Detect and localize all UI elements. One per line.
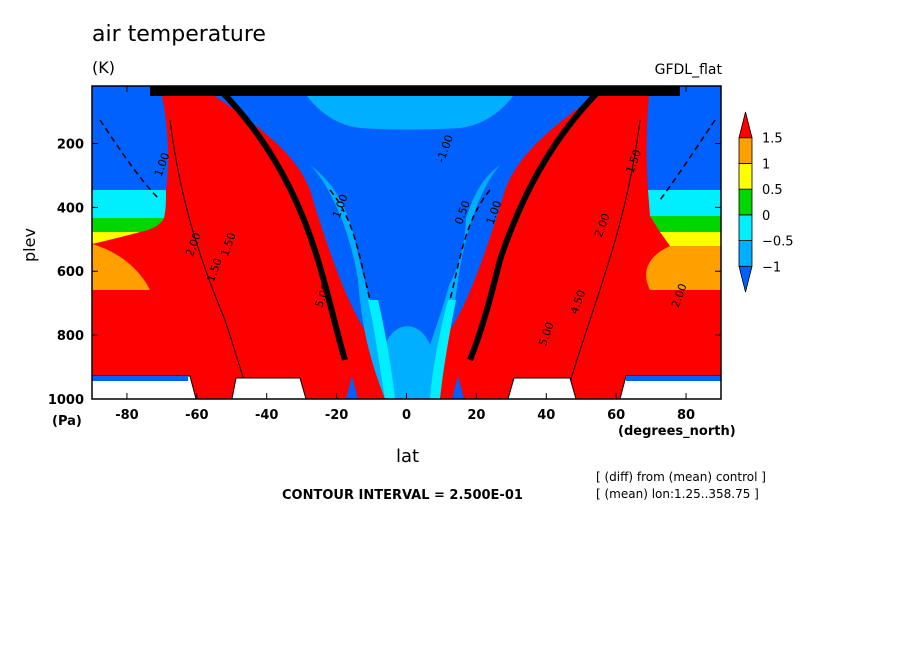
field-polar-left-yellow — [92, 232, 140, 244]
surface-blue-tri-right — [452, 376, 464, 399]
field-polar-left-cyan — [92, 190, 166, 218]
field-polar-left-green — [92, 218, 164, 232]
contour-solid-left — [169, 119, 251, 399]
surface-white-right-1 — [507, 377, 577, 399]
field-top-cyan — [300, 86, 520, 130]
y-tick-label: 1000 — [48, 393, 84, 408]
axis-ticks: -80 -60 -40 -20 0 20 40 60 80 200 400 600 800 1000 — [48, 86, 721, 423]
colorbar-bin-low — [738, 265, 753, 293]
contour-dashed-2 — [99, 119, 716, 201]
field-polar-right-orange — [646, 246, 721, 290]
x-axis-units: (degrees_north) — [618, 424, 736, 439]
field-top-black — [150, 86, 680, 96]
x-tick-label: -40 — [255, 408, 279, 423]
colorbar-bin — [738, 163, 753, 190]
surface-blue-tri-left — [346, 376, 358, 399]
contour-band-right — [467, 87, 603, 362]
colorbar-label: 1 — [762, 157, 770, 172]
x-axis-label: lat — [396, 446, 420, 467]
x-tick-label: -20 — [325, 408, 349, 423]
colorbar-label: 0.5 — [762, 183, 783, 198]
contour-solid-right — [564, 119, 641, 399]
field-polar-right-yellow — [660, 232, 721, 246]
colorbar-bin — [738, 214, 753, 241]
surface-blue-left — [92, 376, 188, 381]
x-tick-label: -80 — [115, 408, 139, 423]
y-tick-label: 600 — [57, 265, 84, 280]
contour-dashed-1 — [329, 189, 491, 301]
field-central-lightblue — [310, 165, 500, 399]
y-tick-label: 400 — [57, 201, 84, 216]
field-polar-right-green — [650, 216, 721, 232]
y-axis-units: (Pa) — [52, 414, 82, 429]
colorbar-bin-high — [738, 111, 753, 139]
field-polar-right-blue — [646, 86, 721, 190]
colorbar-label: 1.5 — [762, 132, 783, 147]
chart-title: air temperature — [92, 22, 266, 47]
y-axis-label: plev — [20, 228, 39, 262]
field-polar-left-orange — [92, 244, 150, 290]
contour-band-left — [217, 87, 348, 361]
field-polar-left-blue — [92, 86, 168, 190]
model-name: GFDL_flat — [654, 62, 722, 78]
x-tick-label: 20 — [467, 408, 485, 423]
note-diff: [ (diff) from (mean) control ] — [596, 470, 766, 484]
field-layer — [92, 86, 721, 399]
colorbar-bin — [738, 188, 753, 216]
colorbar-label: −1 — [762, 260, 781, 275]
field-central-cyan — [368, 300, 456, 399]
colorbar: −1 −0.5 0 0.5 1 1.5 — [738, 111, 794, 293]
colorbar-label: 0 — [762, 209, 770, 224]
x-tick-label: 60 — [607, 408, 625, 423]
surface-white-left-2 — [231, 377, 307, 399]
colorbar-label: −0.5 — [762, 235, 794, 250]
x-tick-label: 80 — [677, 408, 695, 423]
y-tick-label: 800 — [57, 329, 84, 344]
colorbar-bin — [738, 240, 753, 267]
note-mean: [ (mean) lon:1.25..358.75 ] — [596, 487, 759, 501]
x-tick-label: 40 — [537, 408, 555, 423]
x-tick-label: 0 — [402, 408, 411, 423]
x-tick-label: -60 — [185, 408, 209, 423]
field-central-core — [358, 200, 466, 308]
contour-interval: CONTOUR INTERVAL = 2.500E-01 — [282, 488, 523, 503]
surface-blue-right — [626, 376, 721, 381]
chart-units: (K) — [92, 58, 115, 77]
field-polar-right-cyan — [648, 190, 721, 216]
colorbar-bin — [738, 137, 753, 164]
y-tick-label: 200 — [57, 137, 84, 152]
